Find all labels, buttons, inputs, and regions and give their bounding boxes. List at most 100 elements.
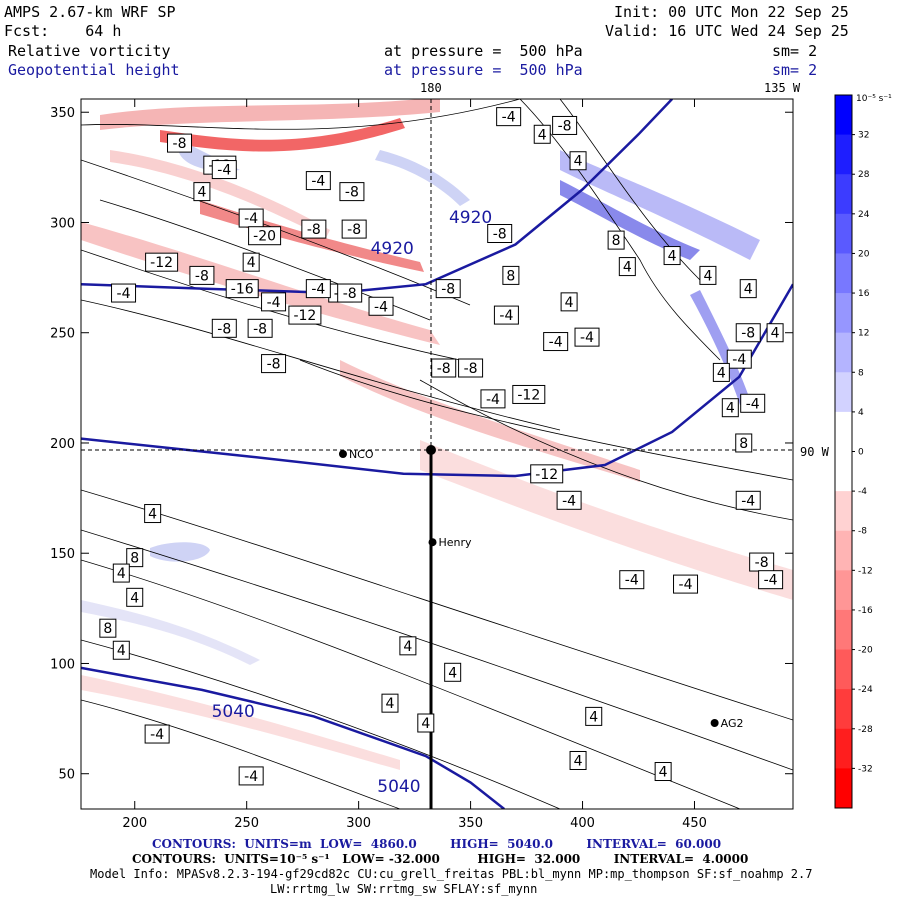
vorticity-label: -4 bbox=[543, 332, 569, 352]
svg-text:-4: -4 bbox=[311, 282, 325, 298]
colorbar-tick-label: -16 bbox=[858, 606, 873, 616]
vorticity-label: -4 bbox=[619, 570, 645, 590]
colorbar-swatch bbox=[835, 609, 852, 651]
vorticity-label: -4 bbox=[480, 389, 506, 409]
vorticity-label: -12 bbox=[288, 305, 322, 325]
vorticity-label: 4 bbox=[399, 636, 417, 656]
lon-135w-label: 135 W bbox=[764, 81, 801, 95]
vorticity-label: -4 bbox=[238, 766, 264, 786]
vorticity-label: -8 bbox=[337, 283, 363, 303]
smoothing-2: sm= 2 bbox=[772, 61, 818, 79]
svg-text:4: 4 bbox=[659, 765, 668, 781]
colorbar-swatch bbox=[835, 649, 852, 690]
vorticity-label: -8 bbox=[301, 219, 327, 239]
vorticity-label: -8 bbox=[189, 265, 215, 285]
vorticity-label: 8 bbox=[126, 548, 144, 568]
colorbar-tick-label: -8 bbox=[858, 527, 867, 537]
vorticity-label: 4 bbox=[193, 182, 211, 202]
svg-text:4: 4 bbox=[386, 696, 395, 712]
footer-vorticity-contours: CONTOURS: UNITS=10⁻⁵ s⁻¹ LOW= -32.000 HI… bbox=[132, 852, 749, 866]
vorticity-label: 4 bbox=[618, 257, 636, 277]
vorticity-label: -16 bbox=[225, 279, 259, 299]
colorbar: 32 28 24 20 16 12 8 4 0 -4 -8 -12 -16 -20 -24 -28 -32 10⁻… bbox=[834, 94, 892, 809]
station-ag2: AG2 bbox=[710, 717, 743, 730]
svg-text:4: 4 bbox=[538, 127, 547, 143]
svg-text:4: 4 bbox=[421, 716, 430, 732]
station-henry: Henry bbox=[428, 536, 472, 549]
colorbar-swatch bbox=[835, 491, 852, 532]
colorbar-tick-label: 28 bbox=[858, 170, 870, 180]
vorticity-label: -8 bbox=[261, 354, 287, 374]
vorticity-label: -4 bbox=[574, 327, 600, 347]
vorticity-label: 4 bbox=[569, 151, 587, 171]
vorticity-label: 4 bbox=[699, 265, 717, 285]
colorbar-swatch bbox=[835, 570, 852, 611]
svg-text:4: 4 bbox=[117, 566, 126, 582]
colorbar-swatch bbox=[835, 689, 852, 730]
svg-text:4: 4 bbox=[197, 185, 206, 201]
vorticity-label: -4 bbox=[111, 283, 137, 303]
svg-text:4: 4 bbox=[148, 507, 157, 523]
vorticity-label: -8 bbox=[458, 358, 484, 378]
vorticity-label: -4 bbox=[673, 574, 699, 594]
svg-text:-8: -8 bbox=[755, 555, 769, 571]
svg-text:-20: -20 bbox=[253, 229, 276, 245]
svg-text:4: 4 bbox=[130, 590, 139, 606]
lon-90w-label: 90 W bbox=[800, 445, 829, 459]
svg-text:-8: -8 bbox=[558, 118, 572, 134]
vorticity-label: -4 bbox=[261, 292, 287, 312]
y-tick-label: 50 bbox=[58, 768, 75, 783]
svg-text:-4: -4 bbox=[311, 174, 325, 190]
svg-text:4: 4 bbox=[771, 326, 780, 342]
svg-text:4: 4 bbox=[703, 268, 712, 284]
vorticity-label: 4 bbox=[712, 362, 730, 382]
vorticity-label: -20 bbox=[248, 226, 282, 246]
colorbar-swatch bbox=[835, 174, 852, 215]
vorticity-label: 4 bbox=[242, 252, 260, 272]
vorticity-label: -4 bbox=[144, 724, 170, 744]
svg-text:4: 4 bbox=[744, 282, 753, 298]
colorbar-swatch bbox=[835, 411, 852, 452]
svg-text:8: 8 bbox=[612, 233, 621, 249]
plot-frame bbox=[80, 98, 794, 810]
height-label-1: 4920 bbox=[371, 239, 414, 259]
svg-text:-4: -4 bbox=[746, 396, 760, 412]
y-tick-label: 300 bbox=[50, 216, 75, 231]
svg-text:-4: -4 bbox=[741, 493, 755, 509]
vorticity-label: 4 bbox=[533, 124, 551, 144]
vorticity-label: 4 bbox=[663, 246, 681, 266]
height-label-3: 5040 bbox=[377, 777, 420, 797]
height-contour-0 bbox=[81, 99, 674, 295]
valid-time: Valid: 16 UTC Wed 24 Sep 25 bbox=[605, 22, 849, 40]
svg-text:-16: -16 bbox=[231, 282, 254, 298]
vorticity-label: -4 bbox=[305, 171, 331, 191]
vorticity-label: -8 bbox=[749, 552, 775, 572]
vorticity-label: 4 bbox=[126, 587, 144, 607]
colorbar-unit: 10⁻⁵ s⁻¹ bbox=[856, 94, 892, 104]
svg-text:-4: -4 bbox=[117, 286, 131, 302]
svg-text:-4: -4 bbox=[502, 110, 516, 126]
colorbar-tick-label: 20 bbox=[858, 249, 870, 259]
svg-text:-8: -8 bbox=[441, 282, 455, 298]
vorticity-label: -4 bbox=[726, 349, 752, 369]
colorbar-swatch bbox=[835, 293, 852, 334]
svg-text:-12: -12 bbox=[150, 255, 173, 271]
vorticity-label: 4 bbox=[112, 563, 130, 583]
vorticity-label: 4 bbox=[585, 706, 603, 726]
vorticity-label: 4 bbox=[560, 292, 578, 312]
smoothing-1: sm= 2 bbox=[772, 42, 818, 60]
svg-text:-4: -4 bbox=[580, 330, 594, 346]
svg-text:-8: -8 bbox=[217, 321, 231, 337]
svg-text:8: 8 bbox=[103, 621, 112, 637]
svg-text:8: 8 bbox=[506, 268, 515, 284]
svg-text:4: 4 bbox=[623, 260, 632, 276]
vorticity-label: -12 bbox=[530, 464, 564, 484]
colorbar-swatch bbox=[835, 728, 852, 769]
svg-text:-8: -8 bbox=[437, 361, 451, 377]
colorbar-tick-label: 8 bbox=[858, 368, 864, 378]
colorbar-tick-label: 16 bbox=[858, 289, 870, 299]
svg-text:-8: -8 bbox=[345, 185, 359, 201]
height-contour-2 bbox=[81, 666, 505, 809]
footer-model-info: Model Info: MPASv8.2.3-194-gf29cd82c CU:… bbox=[90, 867, 813, 881]
vorticity-label: 8 bbox=[735, 433, 753, 453]
